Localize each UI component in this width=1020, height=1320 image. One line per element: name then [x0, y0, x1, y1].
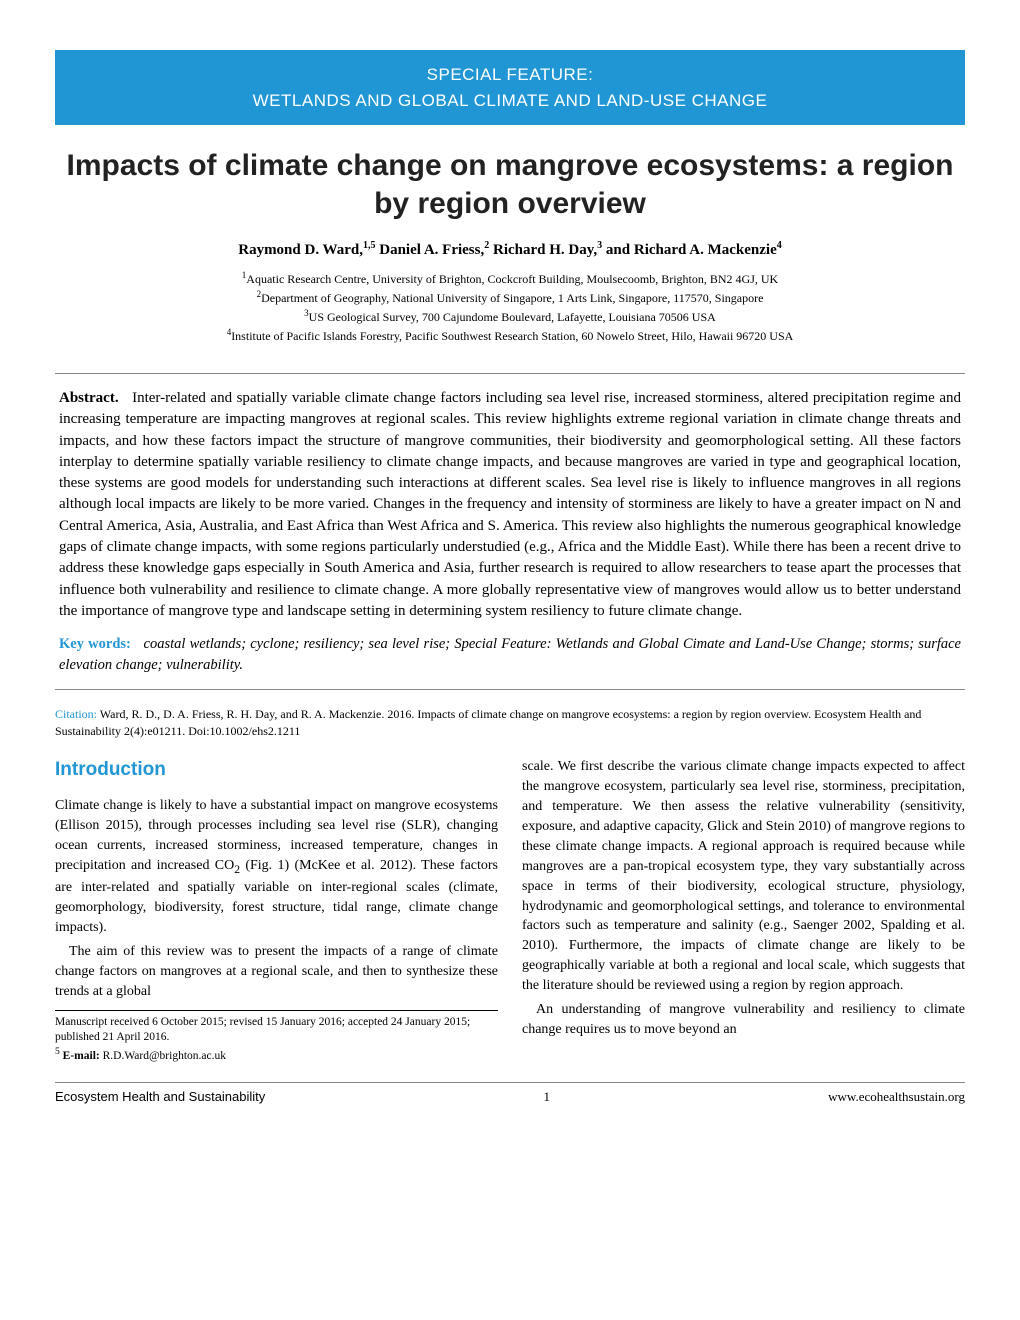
affiliation-3: 3US Geological Survey, 700 Cajundome Bou…	[55, 307, 965, 326]
manuscript-dates: Manuscript received 6 October 2015; revi…	[55, 1015, 498, 1046]
keywords: Key words: coastal wetlands; cyclone; re…	[59, 634, 961, 675]
right-column: scale. We first describe the various cli…	[522, 757, 965, 1064]
page-footer: Ecosystem Health and Sustainability 1 ww…	[55, 1082, 965, 1105]
page-number: 1	[543, 1089, 550, 1105]
correspondence-email: 5 E-mail: R.D.Ward@brighton.ac.uk	[55, 1046, 498, 1064]
special-feature-banner: SPECIAL FEATURE: WETLANDS AND GLOBAL CLI…	[55, 50, 965, 125]
banner-line-1: SPECIAL FEATURE:	[55, 62, 965, 88]
article-title: Impacts of climate change on mangrove ec…	[55, 147, 965, 222]
keywords-label: Key words:	[59, 636, 131, 652]
abstract-text: Abstract. Inter-related and spatially va…	[59, 388, 961, 622]
citation: Citation: Ward, R. D., D. A. Friess, R. …	[55, 706, 965, 740]
intro-para-2: The aim of this review was to present th…	[55, 942, 498, 1002]
manuscript-footnote: Manuscript received 6 October 2015; revi…	[55, 1010, 498, 1064]
abstract-box: Abstract. Inter-related and spatially va…	[55, 373, 965, 690]
journal-name: Ecosystem Health and Sustainability	[55, 1089, 265, 1105]
journal-url: www.ecohealthsustain.org	[828, 1089, 965, 1105]
affiliations: 1Aquatic Research Centre, University of …	[55, 269, 965, 345]
citation-text: Ward, R. D., D. A. Friess, R. H. Day, an…	[55, 707, 921, 738]
body-columns: Introduction Climate change is likely to…	[55, 757, 965, 1064]
affiliation-4: 4Institute of Pacific Islands Forestry, …	[55, 326, 965, 345]
introduction-heading: Introduction	[55, 757, 498, 784]
authors: Raymond D. Ward,1,5 Daniel A. Friess,2 R…	[55, 240, 965, 259]
right-para-1: scale. We first describe the various cli…	[522, 757, 965, 996]
affiliation-2: 2Department of Geography, National Unive…	[55, 288, 965, 307]
right-para-2: An understanding of mangrove vulnerabili…	[522, 1000, 965, 1040]
abstract-label: Abstract.	[59, 390, 119, 406]
keywords-text: coastal wetlands; cyclone; resiliency; s…	[59, 636, 961, 672]
banner-line-2: WETLANDS AND GLOBAL CLIMATE AND LAND-USE…	[55, 88, 965, 114]
intro-para-1: Climate change is likely to have a subst…	[55, 796, 498, 938]
affiliation-1: 1Aquatic Research Centre, University of …	[55, 269, 965, 288]
page: SPECIAL FEATURE: WETLANDS AND GLOBAL CLI…	[0, 0, 1020, 1135]
citation-label: Citation:	[55, 707, 97, 721]
abstract-body: Inter-related and spatially variable cli…	[59, 390, 961, 619]
left-column: Introduction Climate change is likely to…	[55, 757, 498, 1064]
